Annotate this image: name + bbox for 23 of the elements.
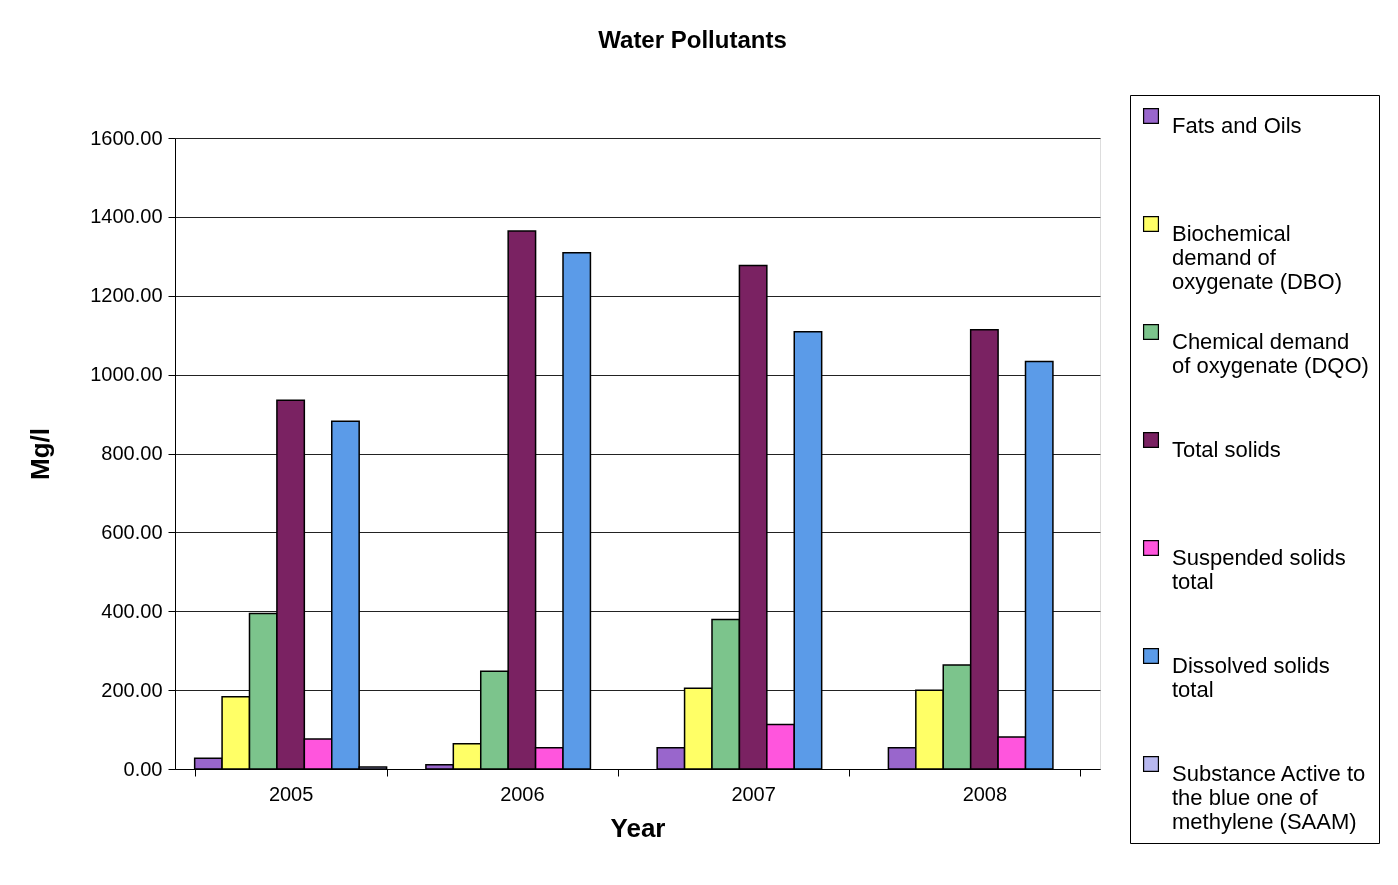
legend-label: Suspended solids total	[1172, 545, 1346, 594]
x-tick-label: 2007	[731, 782, 776, 805]
legend-label: Dissolved solids total	[1172, 653, 1330, 702]
y-tick-label: 1200.00	[90, 284, 163, 307]
x-tick-label: 2006	[500, 782, 545, 805]
legend-label: Total solids	[1172, 437, 1281, 462]
legend-label: Chemical demand of oxygenate (DQO)	[1172, 329, 1369, 378]
y-tick-label: 1600.00	[90, 126, 163, 149]
x-tick-label: 2005	[268, 782, 314, 805]
x-axis-title: Year	[610, 812, 666, 843]
y-tick-label: 1400.00	[90, 205, 163, 228]
y-tick-label: 600.00	[101, 520, 163, 543]
chart-title: Water Pollutants	[598, 25, 787, 53]
y-tick-label: 800.00	[101, 442, 163, 464]
y-axis-title: Mg/l	[24, 428, 55, 480]
legend-label: Substance Active to the blue one of methylene (SAAM)	[1172, 761, 1366, 834]
x-tick-label: 2008	[962, 782, 1008, 805]
y-tick-label: 200.00	[101, 678, 163, 701]
y-tick-label: 0.00	[123, 757, 163, 780]
legend-label: Biochemical demand of oxygenate (DBO)	[1172, 221, 1342, 294]
y-tick-label: 1000.00	[90, 363, 163, 386]
y-tick-label: 400.00	[101, 599, 163, 622]
legend-label: Fats and Oils	[1172, 113, 1302, 138]
